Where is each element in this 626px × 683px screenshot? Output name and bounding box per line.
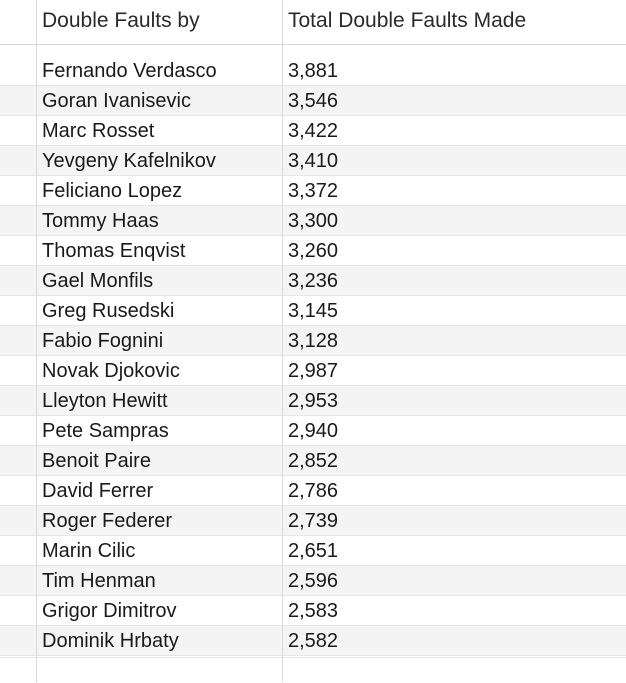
table-row[interactable]: Tommy Haas 3,300 xyxy=(0,206,626,236)
double-faults-cell[interactable]: 2,786 xyxy=(288,480,339,502)
header-row: Double Faults by Total Double Faults Mad… xyxy=(0,0,626,45)
player-name-cell[interactable]: Fabio Fognini xyxy=(42,330,164,352)
player-name-cell[interactable]: Fernando Verdasco xyxy=(42,60,217,82)
double-faults-cell[interactable]: 3,881 xyxy=(288,60,339,82)
blank-row[interactable] xyxy=(0,46,626,56)
player-name-cell[interactable]: Goran Ivanisevic xyxy=(42,90,191,112)
player-name-cell[interactable]: Roger Federer xyxy=(42,510,173,532)
double-faults-cell[interactable]: 3,372 xyxy=(288,180,339,202)
double-faults-cell[interactable]: 3,422 xyxy=(288,120,339,142)
player-name-cell[interactable]: Pete Sampras xyxy=(42,420,169,442)
column-header-total-double-faults[interactable]: Total Double Faults Made xyxy=(288,9,527,32)
table-row[interactable]: David Ferrer 2,786 xyxy=(0,476,626,506)
player-name-cell[interactable]: Benoit Paire xyxy=(42,450,151,472)
table-row[interactable]: Pete Sampras 2,940 xyxy=(0,416,626,446)
table-body: Fernando Verdasco 3,881 Goran Ivanisevic 3,… xyxy=(0,56,626,656)
player-name-cell[interactable]: Thomas Enqvist xyxy=(42,240,186,262)
double-faults-cell[interactable]: 2,953 xyxy=(288,390,339,412)
table-row[interactable]: Dominik Hrbaty 2,582 xyxy=(0,626,626,656)
double-faults-cell[interactable]: 2,739 xyxy=(288,510,339,532)
player-name-cell[interactable]: Dominik Hrbaty xyxy=(42,630,179,652)
table-row[interactable]: Lleyton Hewitt 2,953 xyxy=(0,386,626,416)
table-row[interactable]: Yevgeny Kafelnikov 3,410 xyxy=(0,146,626,176)
double-faults-cell[interactable]: 2,852 xyxy=(288,450,339,472)
double-faults-cell[interactable]: 3,546 xyxy=(288,90,339,112)
table-row[interactable]: Novak Djokovic 2,987 xyxy=(0,356,626,386)
player-name-cell[interactable]: Tim Henman xyxy=(42,570,156,592)
table-row[interactable]: Marc Rosset 3,422 xyxy=(0,116,626,146)
double-faults-cell[interactable]: 3,260 xyxy=(288,240,339,262)
table-row[interactable]: Goran Ivanisevic 3,546 xyxy=(0,86,626,116)
table-row[interactable]: Benoit Paire 2,852 xyxy=(0,446,626,476)
player-name-cell[interactable]: Marc Rosset xyxy=(42,120,155,142)
player-name-cell[interactable]: Novak Djokovic xyxy=(42,360,180,382)
player-name-cell[interactable]: Gael Monfils xyxy=(42,270,154,292)
player-name-cell[interactable]: Yevgeny Kafelnikov xyxy=(42,150,216,172)
table-row[interactable]: Grigor Dimitrov 2,583 xyxy=(0,596,626,626)
player-name-cell[interactable]: Marin Cilic xyxy=(42,540,136,562)
double-faults-cell[interactable]: 2,583 xyxy=(288,600,339,622)
player-name-cell[interactable]: Grigor Dimitrov xyxy=(42,600,177,622)
column-header-player[interactable]: Double Faults by xyxy=(42,9,200,32)
blank-row[interactable] xyxy=(0,657,626,683)
column-divider xyxy=(282,0,283,682)
table-row[interactable]: Feliciano Lopez 3,372 xyxy=(0,176,626,206)
table-row[interactable]: Tim Henman 2,596 xyxy=(0,566,626,596)
table-row[interactable]: Greg Rusedski 3,145 xyxy=(0,296,626,326)
player-name-cell[interactable]: Greg Rusedski xyxy=(42,300,175,322)
table-row[interactable]: Fabio Fognini 3,128 xyxy=(0,326,626,356)
table-row[interactable]: Fernando Verdasco 3,881 xyxy=(0,56,626,86)
double-faults-cell[interactable]: 2,651 xyxy=(288,540,339,562)
double-faults-cell[interactable]: 2,596 xyxy=(288,570,339,592)
table-row[interactable]: Gael Monfils 3,236 xyxy=(0,266,626,296)
double-faults-cell[interactable]: 2,987 xyxy=(288,360,339,382)
player-name-cell[interactable]: Tommy Haas xyxy=(42,210,159,232)
double-faults-cell[interactable]: 3,145 xyxy=(288,300,339,322)
player-name-cell[interactable]: Lleyton Hewitt xyxy=(42,390,168,412)
double-faults-cell[interactable]: 3,128 xyxy=(288,330,339,352)
double-faults-cell[interactable]: 3,410 xyxy=(288,150,339,172)
table-row[interactable]: Marin Cilic 2,651 xyxy=(0,536,626,566)
table-row[interactable]: Thomas Enqvist 3,260 xyxy=(0,236,626,266)
row-gutter-divider xyxy=(36,0,37,682)
double-faults-cell[interactable]: 3,236 xyxy=(288,270,339,292)
table-row[interactable]: Roger Federer 2,739 xyxy=(0,506,626,536)
player-name-cell[interactable]: Feliciano Lopez xyxy=(42,180,183,202)
player-name-cell[interactable]: David Ferrer xyxy=(42,480,154,502)
double-faults-cell[interactable]: 3,300 xyxy=(288,210,339,232)
double-faults-cell[interactable]: 2,940 xyxy=(288,420,339,442)
double-faults-cell[interactable]: 2,582 xyxy=(288,630,339,652)
